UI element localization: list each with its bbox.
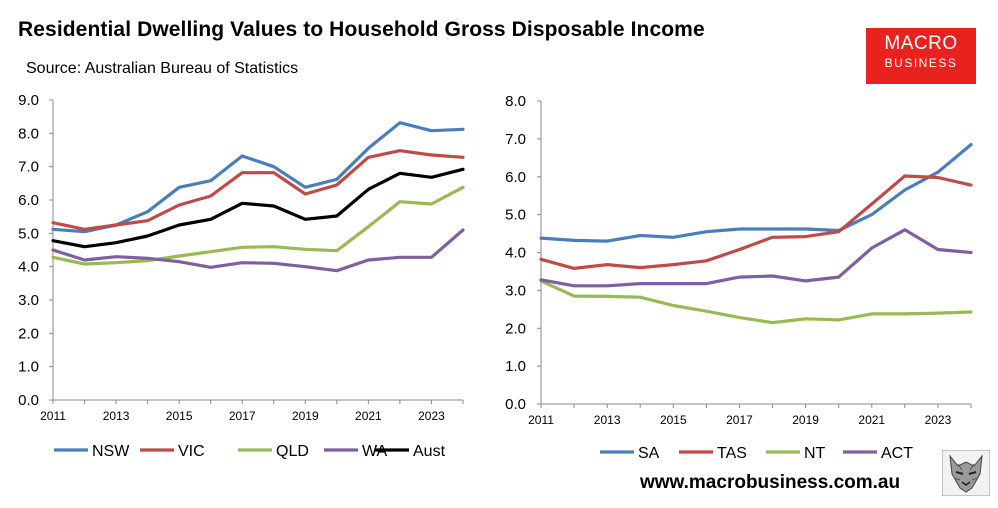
website-link[interactable]: www.macrobusiness.com.au xyxy=(640,472,901,493)
series-line-aust xyxy=(51,167,465,249)
y-tick-label: 0.0 xyxy=(505,396,526,413)
x-tick-label: 2021 xyxy=(858,413,885,427)
series-line-vic xyxy=(51,149,465,231)
series-line-act xyxy=(539,228,973,288)
x-tick-label: 2013 xyxy=(103,409,130,423)
y-tick-label: 4.0 xyxy=(18,259,39,276)
y-tick-label: 1.0 xyxy=(505,358,526,375)
series-line-nt xyxy=(539,279,973,325)
legend-label-qld: QLD xyxy=(276,443,309,460)
y-tick-label: 1.0 xyxy=(18,359,39,376)
y-tick-label: 6.0 xyxy=(505,169,526,186)
y-tick-label: 9.0 xyxy=(18,92,39,109)
x-tick-label: 2019 xyxy=(292,409,319,423)
x-tick-label: 2021 xyxy=(355,409,382,423)
x-tick-label: 2023 xyxy=(418,409,445,423)
legend-label-aust: Aust xyxy=(413,443,446,460)
x-tick-label: 2013 xyxy=(594,413,621,427)
y-tick-label: 2.0 xyxy=(18,325,39,342)
logo-line1: MACRO xyxy=(884,33,958,54)
series-line-sa xyxy=(539,143,973,243)
legend-label-wa: WA xyxy=(362,443,388,460)
y-tick-label: 6.0 xyxy=(18,192,39,209)
page-title: Residential Dwelling Values to Household… xyxy=(18,18,705,41)
wolf-mascot-icon xyxy=(942,450,990,496)
y-tick-label: 3.0 xyxy=(505,282,526,299)
logo-line2: BUSINESS xyxy=(884,56,958,70)
y-tick-label: 5.0 xyxy=(18,225,39,242)
legend-label-sa: SA xyxy=(638,445,660,462)
x-tick-label: 2015 xyxy=(660,413,687,427)
y-tick-label: 8.0 xyxy=(18,125,39,142)
x-tick-label: 2017 xyxy=(229,409,256,423)
series-line-wa xyxy=(51,228,465,273)
x-tick-label: 2023 xyxy=(925,413,952,427)
y-tick-label: 2.0 xyxy=(505,320,526,337)
y-tick-label: 8.0 xyxy=(505,93,526,110)
macrobusiness-logo: MACRO BUSINESS xyxy=(866,28,976,84)
source-note: Source: Australian Bureau of Statistics xyxy=(26,60,299,77)
x-tick-label: 2019 xyxy=(792,413,819,427)
legend-label-tas: TAS xyxy=(717,445,747,462)
legend-label-nt: NT xyxy=(804,445,826,462)
x-tick-label: 2017 xyxy=(726,413,753,427)
legend-label-vic: VIC xyxy=(178,443,205,460)
legend-label-act: ACT xyxy=(881,445,913,462)
legend-label-nsw: NSW xyxy=(92,443,130,460)
x-tick-label: 2015 xyxy=(166,409,193,423)
y-tick-label: 3.0 xyxy=(18,292,39,309)
series-line-tas xyxy=(539,174,973,270)
y-tick-label: 7.0 xyxy=(18,159,39,176)
y-tick-label: 4.0 xyxy=(505,245,526,262)
y-tick-label: 5.0 xyxy=(505,207,526,224)
y-tick-label: 7.0 xyxy=(505,131,526,148)
x-tick-label: 2011 xyxy=(40,409,66,423)
series-line-qld xyxy=(51,185,465,266)
y-tick-label: 0.0 xyxy=(18,392,39,409)
x-tick-label: 2011 xyxy=(528,413,554,427)
